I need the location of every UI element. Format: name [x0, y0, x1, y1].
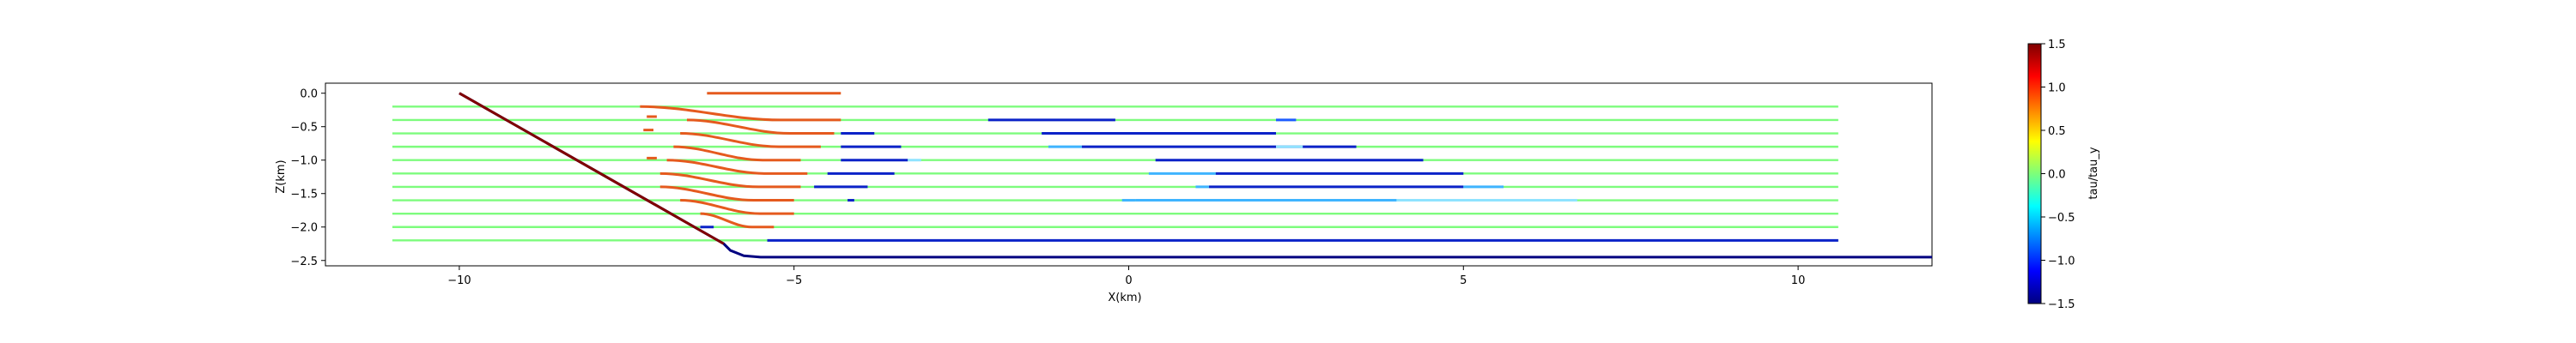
colorbar-tick-label: 0.0: [2048, 169, 2066, 182]
y-tick-label: −2.5: [290, 256, 318, 268]
colorbar-tick-label: −1.0: [2048, 256, 2075, 268]
colorbar-tick-label: −0.5: [2048, 212, 2075, 225]
deformed-layer-curve: [686, 118, 835, 135]
deformed-layer-curve: [666, 159, 808, 175]
deformed-layer-curve: [680, 199, 794, 215]
deformed-layer-curve: [640, 105, 841, 122]
y-axis-label: Z(km): [275, 159, 288, 193]
colorbar-label: tau/tau_y: [2087, 147, 2100, 199]
x-axis-label: X(km): [1108, 292, 1141, 304]
colorbar-tick-label: −1.5: [2048, 298, 2075, 311]
x-tick-label: 5: [1460, 274, 1467, 287]
y-tick-label: −0.5: [290, 122, 318, 135]
colorbar-tick-label: 1.5: [2048, 39, 2066, 51]
x-tick-label: 10: [1791, 274, 1806, 287]
deformed-layer-curve: [680, 132, 821, 148]
y-tick-label: −1.0: [290, 155, 318, 168]
deformed-layer-curve: [673, 145, 801, 162]
x-axis: −10 −5 0 5 10: [447, 266, 1805, 287]
colorbar: 1.5 1.0 0.5 0.0 −0.5 −1.0 −1.5 tau/tau_y: [2027, 39, 2100, 311]
fault-line: [459, 92, 725, 245]
y-axis: 0.0 −0.5 −1.0 −1.5 −2.0 −2.5: [290, 88, 325, 268]
colorbar-gradient: [2027, 43, 2042, 304]
colorbar-ticks: 1.5 1.0 0.5 0.0 −0.5 −1.0 −1.5: [2041, 39, 2075, 311]
y-tick-label: −2.0: [290, 222, 318, 235]
y-tick-label: −1.5: [290, 189, 318, 202]
deformed-layer-curve: [659, 185, 794, 202]
y-tick-label: 0.0: [300, 88, 318, 101]
plot-marks: [392, 92, 1932, 259]
x-tick-label: −5: [786, 274, 802, 287]
deformed-layer-curve: [700, 212, 775, 229]
plot-area: [325, 82, 1933, 267]
colorbar-tick-label: 1.0: [2048, 82, 2066, 95]
colorbar-tick-label: 0.5: [2048, 125, 2066, 138]
deformed-layer-curve: [659, 172, 801, 189]
x-tick-label: 0: [1125, 274, 1132, 287]
x-tick-label: −10: [447, 274, 471, 287]
